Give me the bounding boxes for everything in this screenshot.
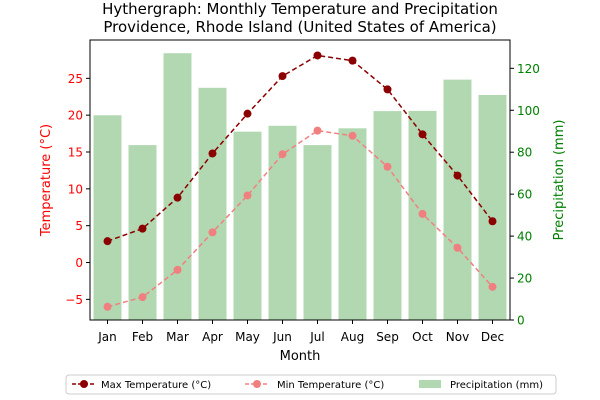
precip-bar-may [233,131,262,320]
max-temp-point-mar [173,193,182,202]
left-tick-label: 15 [68,146,83,160]
legend-max-marker [80,380,88,388]
max-temp-point-jul [313,51,322,60]
plot-frame [89,39,511,321]
x-axis-ticks: Jan Feb Mar Apr May Jun Jul Aug Sep Oct Nov Dec [97,320,504,344]
legend-frame [65,374,557,395]
min-temp-point-jul [313,126,322,135]
max-temp-point-oct [418,130,427,139]
x-tick-label-mar: Mar [166,330,189,344]
chart-title-line2: Providence, Rhode Island (United States … [103,18,496,36]
max-temp-point-aug [348,56,357,65]
legend-min-label: Min Temperature (°C) [277,380,384,391]
right-tick-label: 120 [517,62,540,76]
x-tick-label-oct: Oct [412,330,433,344]
max-temp-line [107,54,494,242]
precip-bar-mar [163,53,192,321]
legend-min-marker [253,380,261,388]
min-temp-point-may [243,191,252,200]
precip-bar-nov [443,79,472,321]
max-temp-point-nov [453,171,462,180]
left-axis-ticks: −5 0 5 10 15 20 25 [65,72,90,307]
chart-title-line1: Hythergraph: Monthly Temperature and Pre… [102,0,498,18]
x-tick-label-may: May [235,330,260,344]
x-tick-label-apr: Apr [202,330,223,344]
max-temp-point-apr [208,149,217,158]
x-axis-label: Month [280,349,321,364]
left-tick-label: 20 [68,109,83,123]
precipitation-bars [93,53,507,321]
right-axis-ticks: 0 20 40 60 80 100 120 [510,62,540,328]
min-temp-point-sep [383,162,392,171]
chart-legend: Max Temperature (°C) Min Temperature (°C… [65,374,557,395]
precip-bar-sep [373,111,402,320]
precip-bar-apr [198,87,227,320]
precip-bar-aug [338,128,367,320]
x-tick-label-nov: Nov [446,330,469,344]
x-tick-label-feb: Feb [132,330,153,344]
left-tick-label: 0 [75,256,83,270]
left-tick-label: −5 [65,293,83,307]
right-tick-label: 0 [517,314,525,328]
precip-bar-jul [303,145,332,320]
min-temp-point-apr [208,228,217,237]
min-temp-point-nov [453,243,462,252]
x-tick-label-jul: Jul [309,330,324,344]
precip-bar-dec [478,94,507,320]
left-tick-label: 5 [75,219,83,233]
min-temp-point-feb [138,293,147,302]
legend-precip-label: Precipitation (mm) [450,380,543,391]
min-temp-point-oct [418,209,427,218]
min-temp-line [107,129,494,308]
max-temp-point-sep [383,85,392,94]
temperature-lines [103,51,497,311]
right-tick-label: 60 [517,188,532,202]
left-tick-label: 25 [68,72,83,86]
x-tick-label-aug: Aug [341,330,364,344]
x-tick-label-jun: Jun [272,330,292,344]
right-tick-label: 40 [517,230,532,244]
max-temp-point-may [243,109,252,118]
precip-bar-jan [93,115,122,320]
legend-precip-swatch [419,380,441,388]
min-temp-point-dec [488,282,497,291]
max-temp-point-jan [103,237,112,246]
x-tick-label-jan: Jan [97,330,117,344]
min-temp-point-aug [348,131,357,140]
min-temp-point-mar [173,265,182,274]
right-axis-label: Precipitation (mm) [552,120,567,241]
max-temp-point-dec [488,217,497,226]
x-tick-label-sep: Sep [376,330,399,344]
max-temp-point-feb [138,224,147,233]
left-axis-label: Temperature (°C) [39,124,54,237]
max-temp-point-jun [278,72,287,81]
left-tick-label: 10 [68,182,83,196]
right-tick-label: 100 [517,104,540,118]
right-tick-label: 80 [517,146,532,160]
right-tick-label: 20 [517,272,532,286]
min-temp-point-jan [103,302,112,311]
legend-max-label: Max Temperature (°C) [101,380,211,391]
x-tick-label-dec: Dec [481,330,504,344]
min-temp-point-jun [278,150,287,159]
